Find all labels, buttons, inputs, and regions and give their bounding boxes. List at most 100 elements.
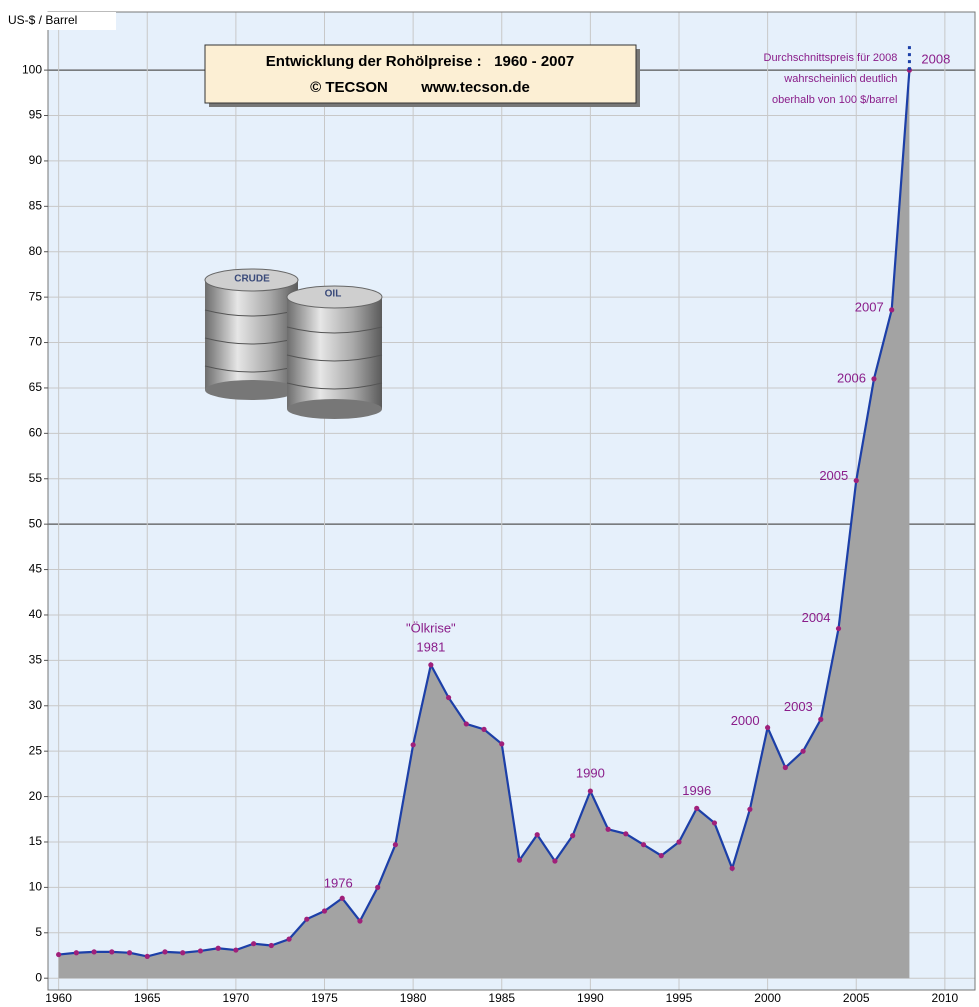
data-point: [162, 949, 167, 954]
data-point: [694, 806, 699, 811]
data-point: [357, 918, 362, 923]
x-tick-label: 1995: [666, 991, 693, 1005]
data-point: [56, 952, 61, 957]
barrel-label: CRUDE: [234, 274, 270, 285]
y-tick-label: 25: [29, 743, 43, 757]
y-tick-label: 20: [29, 789, 43, 803]
y-tick-label: 50: [29, 516, 43, 530]
data-point: [605, 827, 610, 832]
barrels-image: CRUDE OIL: [205, 269, 382, 419]
y-tick-label: 30: [29, 698, 43, 712]
data-point: [198, 948, 203, 953]
data-point: [464, 721, 469, 726]
data-point: [428, 662, 433, 667]
data-point: [517, 858, 522, 863]
annotation: 2000: [731, 713, 760, 728]
data-point: [623, 831, 628, 836]
y-tick-label: 45: [29, 562, 43, 576]
y-tick-label: 100: [22, 62, 42, 76]
data-point: [800, 749, 805, 754]
note-line: wahrscheinlich deutlich: [783, 73, 897, 85]
data-point: [499, 741, 504, 746]
data-point: [854, 478, 859, 483]
x-tick-label: 1960: [45, 991, 72, 1005]
annotation: 1981: [416, 639, 445, 654]
data-point: [481, 727, 486, 732]
data-point: [588, 789, 593, 794]
x-tick-label: 1980: [400, 991, 427, 1005]
annotation: 2008: [921, 52, 950, 67]
data-point: [393, 842, 398, 847]
data-point: [411, 742, 416, 747]
data-point: [91, 949, 96, 954]
y-tick-label: 85: [29, 199, 43, 213]
title-box: Entwicklung der Rohölpreise : 1960 - 200…: [205, 45, 640, 107]
y-tick-label: 55: [29, 471, 43, 485]
data-point: [180, 950, 185, 955]
chart-subtitle: © TECSON www.tecson.de: [310, 79, 530, 96]
data-point: [659, 853, 664, 858]
data-point: [818, 717, 823, 722]
x-tick-label: 2010: [932, 991, 959, 1005]
barrel-label: OIL: [325, 289, 342, 300]
data-point: [871, 376, 876, 381]
annotation: 2003: [784, 699, 813, 714]
data-point: [286, 937, 291, 942]
x-tick-label: 1985: [488, 991, 515, 1005]
barrel-body: [205, 280, 298, 390]
note-line: Durchschnittspreis für 2008: [764, 52, 898, 64]
y-tick-label: 35: [29, 653, 43, 667]
annotation: "Ölkrise": [406, 620, 456, 635]
data-point: [747, 807, 752, 812]
chart: US-$ / Barrel Entwicklung der Rohölpreis…: [0, 0, 979, 1007]
data-point: [836, 626, 841, 631]
data-point: [676, 839, 681, 844]
y-tick-label: 95: [29, 108, 43, 122]
data-point: [233, 947, 238, 952]
annotation: 2007: [855, 299, 884, 314]
y-tick-label: 80: [29, 244, 43, 258]
annotation: 2005: [819, 468, 848, 483]
data-point: [765, 725, 770, 730]
x-tick-label: 1965: [134, 991, 161, 1005]
data-point: [304, 917, 309, 922]
y-tick-label: 40: [29, 607, 43, 621]
data-point: [570, 833, 575, 838]
barrel-body: [287, 297, 382, 409]
data-point: [145, 954, 150, 959]
x-tick-label: 1990: [577, 991, 604, 1005]
data-point: [641, 842, 646, 847]
y-tick-label: 65: [29, 380, 43, 394]
y-tick-label: 15: [29, 834, 43, 848]
data-point: [889, 307, 894, 312]
y-tick-label: 70: [29, 335, 43, 349]
x-tick-label: 1975: [311, 991, 338, 1005]
y-tick-label: 60: [29, 426, 43, 440]
y-tick-label: 75: [29, 289, 43, 303]
y-axis-label: US-$ / Barrel: [8, 13, 77, 27]
y-tick-label: 90: [29, 153, 43, 167]
x-tick-label: 1970: [223, 991, 250, 1005]
y-tick-label: 5: [35, 925, 42, 939]
data-point: [375, 885, 380, 890]
annotation: 2006: [837, 370, 866, 385]
barrel-bottom: [287, 399, 382, 419]
annotation: 2004: [802, 610, 831, 625]
data-point: [109, 949, 114, 954]
data-point: [127, 950, 132, 955]
data-point: [783, 765, 788, 770]
note-line: oberhalb von 100 $/barrel: [772, 94, 897, 106]
chart-title: Entwicklung der Rohölpreise : 1960 - 200…: [266, 53, 574, 70]
data-point: [446, 695, 451, 700]
data-point: [340, 896, 345, 901]
data-point: [730, 866, 735, 871]
data-point: [269, 943, 274, 948]
data-point: [552, 858, 557, 863]
y-tick-label: 10: [29, 880, 43, 894]
barrel-bottom: [205, 380, 298, 400]
data-point: [322, 908, 327, 913]
data-point: [712, 820, 717, 825]
x-tick-label: 2000: [754, 991, 781, 1005]
data-point: [74, 950, 79, 955]
y-tick-label: 0: [35, 970, 42, 984]
